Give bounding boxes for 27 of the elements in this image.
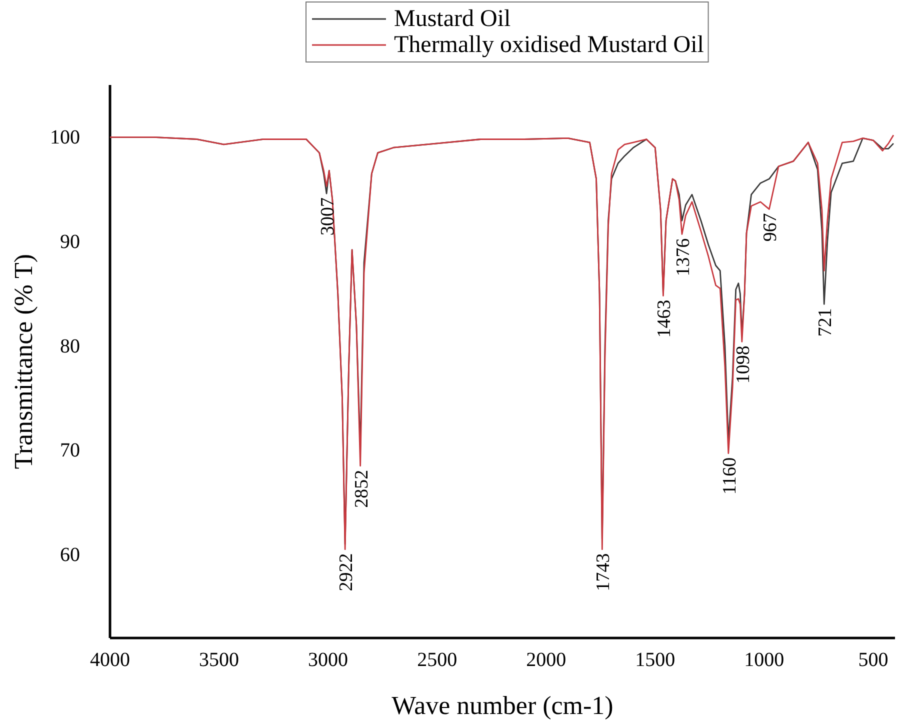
annotation: 967: [760, 213, 782, 242]
x-tick-label: 1000: [744, 649, 784, 672]
x-tick-label: 500: [858, 649, 888, 672]
annotation: 2922: [336, 553, 358, 592]
x-axis-title: Wave number (cm-1): [392, 691, 614, 720]
x-tick-label: 1500: [635, 649, 676, 672]
legend-label: Thermally oxidised Mustard Oil: [394, 32, 704, 58]
x-tick-label: 2500: [417, 649, 458, 672]
x-tick-label: 2000: [526, 649, 566, 672]
y-tick-label: 70: [60, 440, 80, 462]
annotation: 1098: [732, 346, 754, 384]
y-tick-label: 90: [60, 230, 80, 253]
y-axis-title: Transmittance (% T): [9, 254, 38, 470]
x-tick-label: 4000: [90, 649, 130, 672]
y-tick-label: 80: [60, 335, 80, 358]
y-tick-label: 60: [60, 544, 80, 566]
x-tick-label: 3500: [199, 649, 240, 672]
annotation: 1463: [654, 300, 676, 338]
y-tick-label: 100: [50, 126, 80, 149]
annotation: 1376: [672, 238, 694, 276]
annotation: 721: [815, 308, 836, 337]
annotation: 1160: [719, 457, 740, 495]
annotation: 3007: [318, 198, 339, 236]
legend-label: Mustard Oil: [394, 6, 511, 32]
annotation: 1743: [593, 553, 614, 592]
x-tick-label: 3000: [308, 649, 348, 672]
annotation: 2852: [351, 470, 372, 508]
